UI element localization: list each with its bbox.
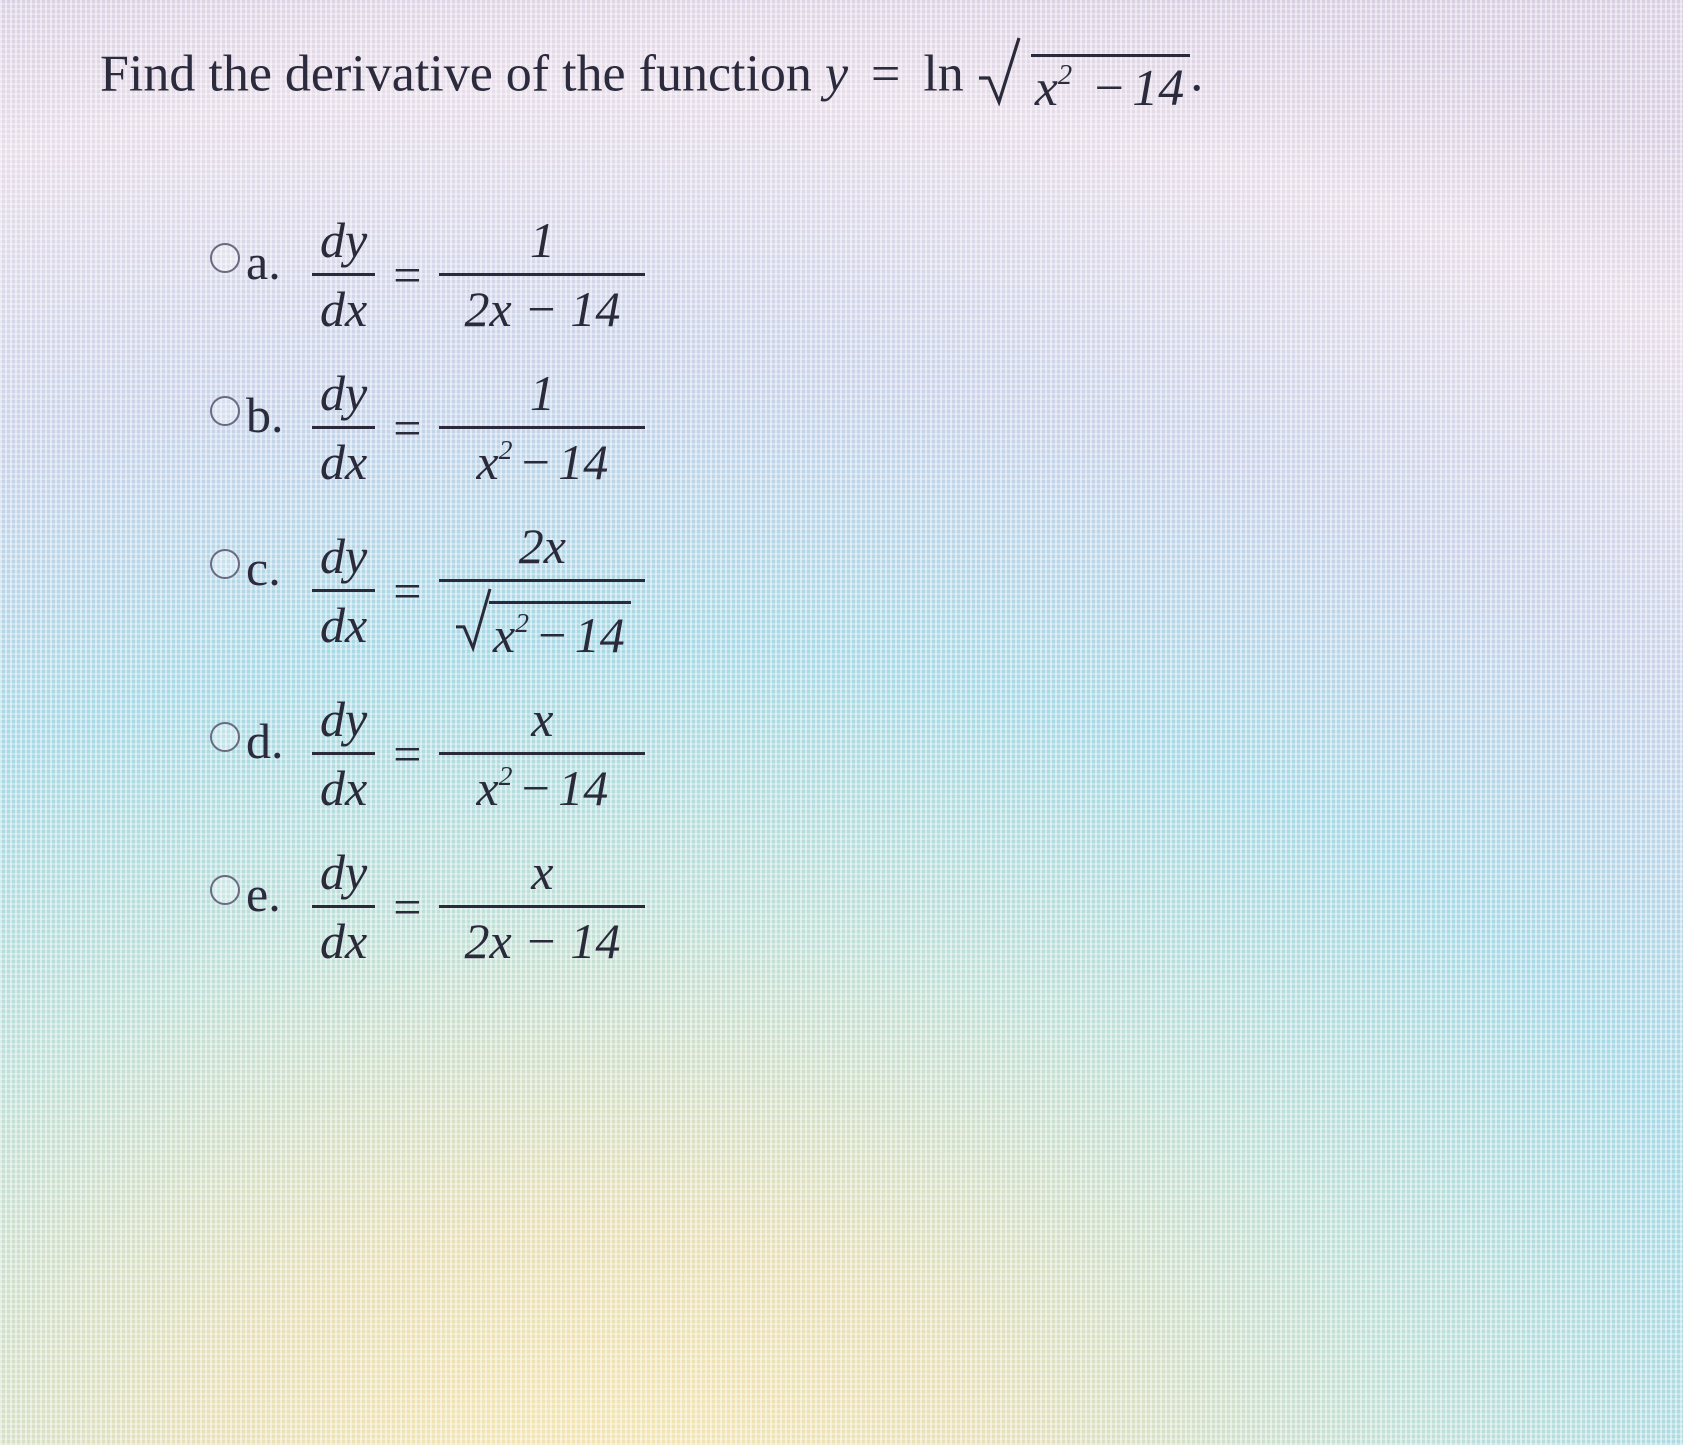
rhs-den-exp: 2 xyxy=(499,760,513,791)
rhs-den-exp: 2 xyxy=(515,607,529,638)
rhs-fraction: 1 2x − 14 xyxy=(439,211,645,338)
option-radio[interactable] xyxy=(210,243,240,273)
rhs-den-sqrt: x2−14 xyxy=(454,586,631,664)
question-prefix: Find the derivative of the function xyxy=(100,46,825,103)
radio-col xyxy=(210,211,246,278)
sqrt-icon xyxy=(454,586,492,664)
question-radicand: x2 −14 xyxy=(1031,54,1190,120)
option-math: dydx=2xx2−14 xyxy=(312,517,645,664)
lhs-fraction: dydx xyxy=(312,364,375,491)
radicand-exp: 2 xyxy=(1058,60,1072,91)
rhs-den-expr: 2x − 14 xyxy=(464,913,620,969)
equals-sign: = xyxy=(375,562,439,620)
rhs-den-minus: − xyxy=(529,607,575,663)
lhs-fraction: dydx xyxy=(312,527,375,654)
rhs-den-minus: − xyxy=(513,760,559,816)
rhs-num: 1 xyxy=(439,364,645,426)
option-row: e.dydx=x 2x − 14 xyxy=(210,843,1627,970)
rhs-den-minus: − xyxy=(513,434,559,490)
equals-sign: = xyxy=(375,878,439,936)
option-row: b.dydx=1x2−14 xyxy=(210,364,1627,491)
question-ln: ln xyxy=(923,46,963,103)
radicand-base: x xyxy=(1035,60,1058,117)
lhs-fraction: dydx xyxy=(312,690,375,817)
option-letter: d. xyxy=(246,690,312,770)
lhs-den: dx xyxy=(312,752,375,817)
question-sqrt: x2 −14 xyxy=(977,36,1190,121)
option-radio[interactable] xyxy=(210,722,240,752)
rhs-num: 1 xyxy=(439,211,645,273)
rhs-num: x xyxy=(439,690,645,752)
option-row: a.dydx=1 2x − 14 xyxy=(210,211,1627,338)
rhs-fraction: x 2x − 14 xyxy=(439,843,645,970)
rhs-den: 2x − 14 xyxy=(439,273,645,338)
rhs-den: x2−14 xyxy=(439,426,645,491)
option-letter: a. xyxy=(246,211,312,291)
question-lhs-y: y xyxy=(825,46,848,103)
rhs-den-const: 14 xyxy=(558,760,608,816)
options-list: a.dydx=12x − 14b.dydx=1x2−14c.dydx=2xx2−… xyxy=(100,211,1627,970)
question-text: Find the derivative of the function y = … xyxy=(100,36,1627,121)
rhs-den-expr: 2x − 14 xyxy=(464,281,620,337)
option-math: dydx=1 2x − 14 xyxy=(312,211,645,338)
lhs-num: dy xyxy=(312,364,375,426)
rhs-den-base: x xyxy=(477,434,499,490)
lhs-num: dy xyxy=(312,843,375,905)
rhs-den-base: x xyxy=(493,607,515,663)
lhs-den: dx xyxy=(312,905,375,970)
option-row: d.dydx=xx2−14 xyxy=(210,690,1627,817)
lhs-den: dx xyxy=(312,273,375,338)
rhs-den: 2x − 14 xyxy=(439,905,645,970)
question-page: Find the derivative of the function y = … xyxy=(0,0,1683,1036)
lhs-den: dx xyxy=(312,589,375,654)
rhs-den: x2−14 xyxy=(439,752,645,817)
question-period: . xyxy=(1190,46,1203,103)
option-radio[interactable] xyxy=(210,396,240,426)
rhs-den-base: x xyxy=(477,760,499,816)
question-equals: = xyxy=(861,46,910,103)
option-radio[interactable] xyxy=(210,875,240,905)
option-math: dydx=xx2−14 xyxy=(312,690,645,817)
equals-sign: = xyxy=(375,725,439,783)
rhs-den-const: 14 xyxy=(558,434,608,490)
lhs-fraction: dydx xyxy=(312,211,375,338)
option-math: dydx=x 2x − 14 xyxy=(312,843,645,970)
radio-col xyxy=(210,843,246,910)
lhs-den: dx xyxy=(312,426,375,491)
rhs-den-radicand: x2−14 xyxy=(489,601,631,664)
lhs-num: dy xyxy=(312,690,375,752)
rhs-den: x2−14 xyxy=(439,579,645,664)
equals-sign: = xyxy=(375,246,439,304)
equals-sign: = xyxy=(375,399,439,457)
rhs-fraction: 1x2−14 xyxy=(439,364,645,491)
lhs-fraction: dydx xyxy=(312,843,375,970)
sqrt-icon xyxy=(977,36,1021,121)
rhs-den-const: 14 xyxy=(575,607,625,663)
rhs-den-exp: 2 xyxy=(499,434,513,465)
option-letter: b. xyxy=(246,364,312,444)
radio-col xyxy=(210,364,246,431)
rhs-fraction: 2xx2−14 xyxy=(439,517,645,664)
rhs-fraction: xx2−14 xyxy=(439,690,645,817)
lhs-num: dy xyxy=(312,211,375,273)
radicand-minus: − xyxy=(1085,60,1132,117)
option-letter: c. xyxy=(246,517,312,597)
rhs-num: 2x xyxy=(439,517,645,579)
lhs-num: dy xyxy=(312,527,375,589)
rhs-num: x xyxy=(439,843,645,905)
radio-col xyxy=(210,690,246,757)
option-letter: e. xyxy=(246,843,312,923)
radicand-const: 14 xyxy=(1132,60,1184,117)
option-radio[interactable] xyxy=(210,549,240,579)
option-math: dydx=1x2−14 xyxy=(312,364,645,491)
option-row: c.dydx=2xx2−14 xyxy=(210,517,1627,664)
radio-col xyxy=(210,517,246,584)
